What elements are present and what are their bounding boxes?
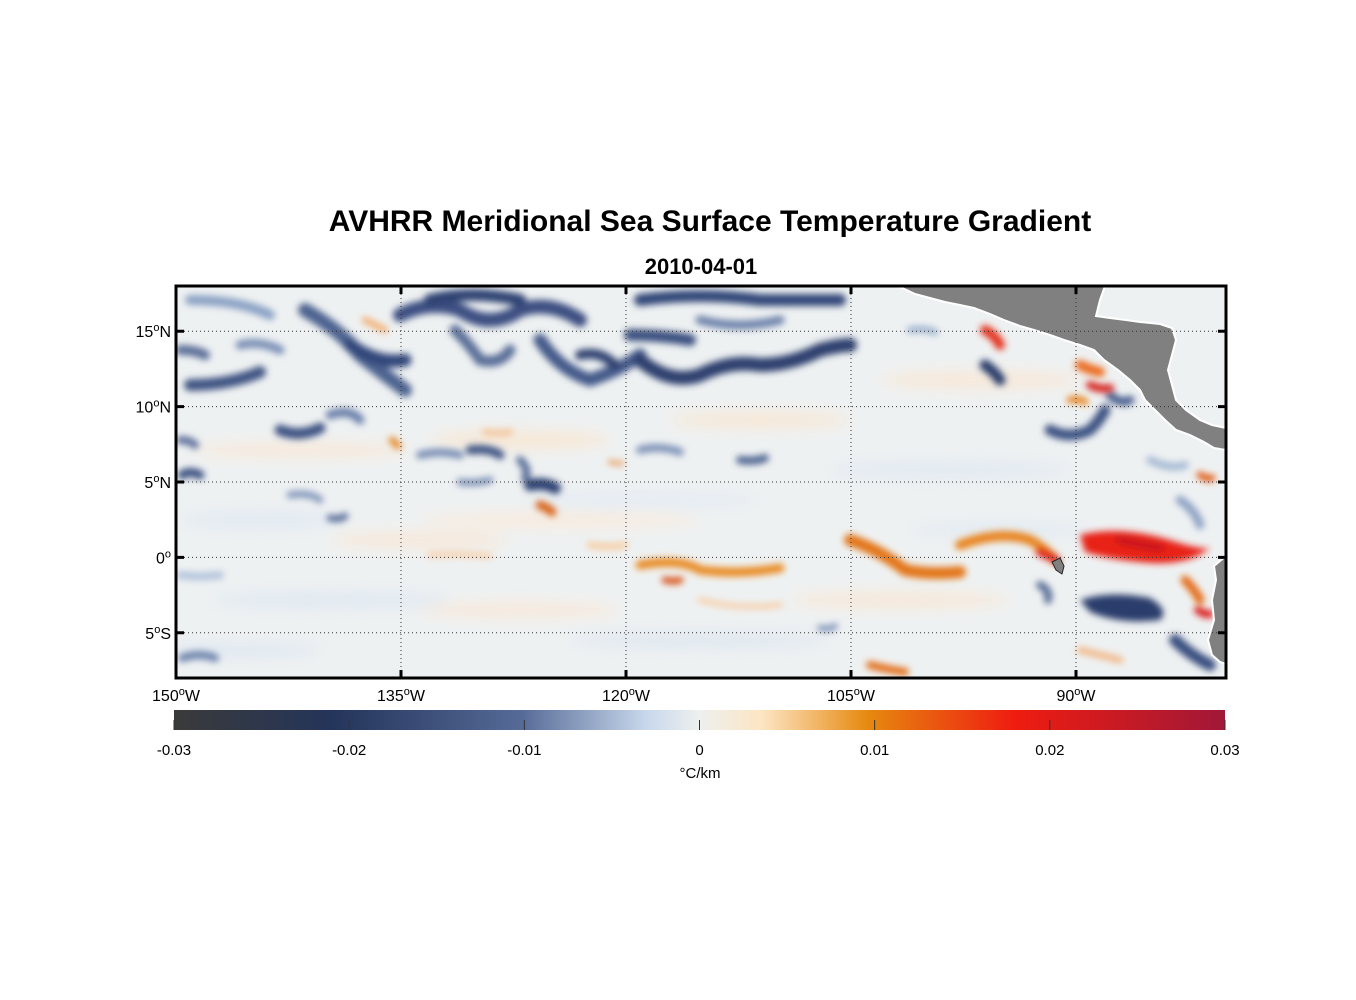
lon-tick-number: 150	[152, 688, 179, 705]
lat-hemisphere: S	[160, 626, 171, 643]
lon-tick-label: 135oW	[377, 686, 426, 705]
degree-symbol: o	[153, 322, 159, 334]
lat-tick-label: 15oN	[136, 322, 171, 341]
negative-gradient-features	[176, 289, 1216, 671]
lon-tick-label: 150oW	[152, 686, 201, 705]
map-field	[176, 286, 1226, 678]
degree-symbol: o	[1074, 686, 1080, 698]
colorbar: -0.03 -0.02 -0.01 0 0.01 0.02 0.03 °C/km	[157, 710, 1240, 782]
lon-tick-number: 120	[602, 688, 629, 705]
colorbar-tick-label: -0.03	[157, 742, 191, 759]
degree-symbol: o	[179, 686, 185, 698]
lat-tick-label: 5oN	[144, 473, 171, 492]
colorbar-tick-label: 0.01	[860, 742, 889, 759]
lon-hemisphere: W	[185, 688, 201, 705]
colorbar-tick-label: -0.01	[507, 742, 541, 759]
lat-hemisphere: N	[159, 400, 171, 417]
lat-tick-label: 10oN	[136, 398, 171, 417]
degree-symbol: o	[154, 624, 160, 636]
map-subtitle: 2010-04-01	[644, 254, 758, 279]
lon-tick-label: 120oW	[602, 686, 651, 705]
map-frame-ticks	[174, 286, 1226, 678]
lon-tick-number: 135	[377, 688, 404, 705]
weak-anomaly-texture	[176, 371, 1090, 658]
south-america-landmass	[1206, 554, 1226, 666]
lat-tick-label: 5oS	[145, 624, 171, 643]
lat-tick-number: 5	[145, 626, 154, 643]
colorbar-ticks: -0.03 -0.02 -0.01 0 0.01 0.02 0.03	[157, 720, 1240, 759]
lat-hemisphere: N	[159, 324, 171, 341]
central-america-landmass	[897, 286, 1226, 452]
land-masses	[897, 286, 1226, 666]
lon-hemisphere: W	[860, 688, 876, 705]
lat-hemisphere: N	[159, 475, 171, 492]
degree-symbol: o	[854, 686, 860, 698]
lat-tick-number: 5	[144, 475, 153, 492]
longitude-labels: 150oW 135oW 120oW 105oW 90oW	[152, 686, 1096, 705]
lon-tick-number: 90	[1056, 688, 1074, 705]
colorbar-tick-label: 0.02	[1035, 742, 1064, 759]
lat-tick-label: 0o	[156, 548, 171, 567]
galapagos-islands	[1051, 557, 1065, 575]
colorbar-unit-label: °C/km	[680, 765, 721, 782]
degree-symbol: o	[165, 548, 171, 560]
lat-tick-number: 10	[136, 400, 154, 417]
degree-symbol: o	[153, 473, 159, 485]
degree-symbol: o	[404, 686, 410, 698]
lon-tick-label: 105oW	[827, 686, 876, 705]
map-title: AVHRR Meridional Sea Surface Temperature…	[328, 205, 1092, 238]
degree-symbol: o	[153, 398, 159, 410]
map-gridlines	[176, 286, 1226, 678]
degree-symbol: o	[629, 686, 635, 698]
lon-hemisphere: W	[1080, 688, 1096, 705]
lon-tick-number: 105	[827, 688, 854, 705]
positive-gradient-features	[361, 316, 1216, 676]
lat-tick-number: 0	[156, 550, 165, 567]
colorbar-tick-label: -0.02	[332, 742, 366, 759]
colorbar-tick-label: 0	[695, 742, 703, 759]
lat-tick-number: 15	[136, 324, 154, 341]
colorbar-tick-label: 0.03	[1210, 742, 1239, 759]
lon-tick-label: 90oW	[1056, 686, 1096, 705]
lon-hemisphere: W	[410, 688, 426, 705]
lon-hemisphere: W	[635, 688, 651, 705]
